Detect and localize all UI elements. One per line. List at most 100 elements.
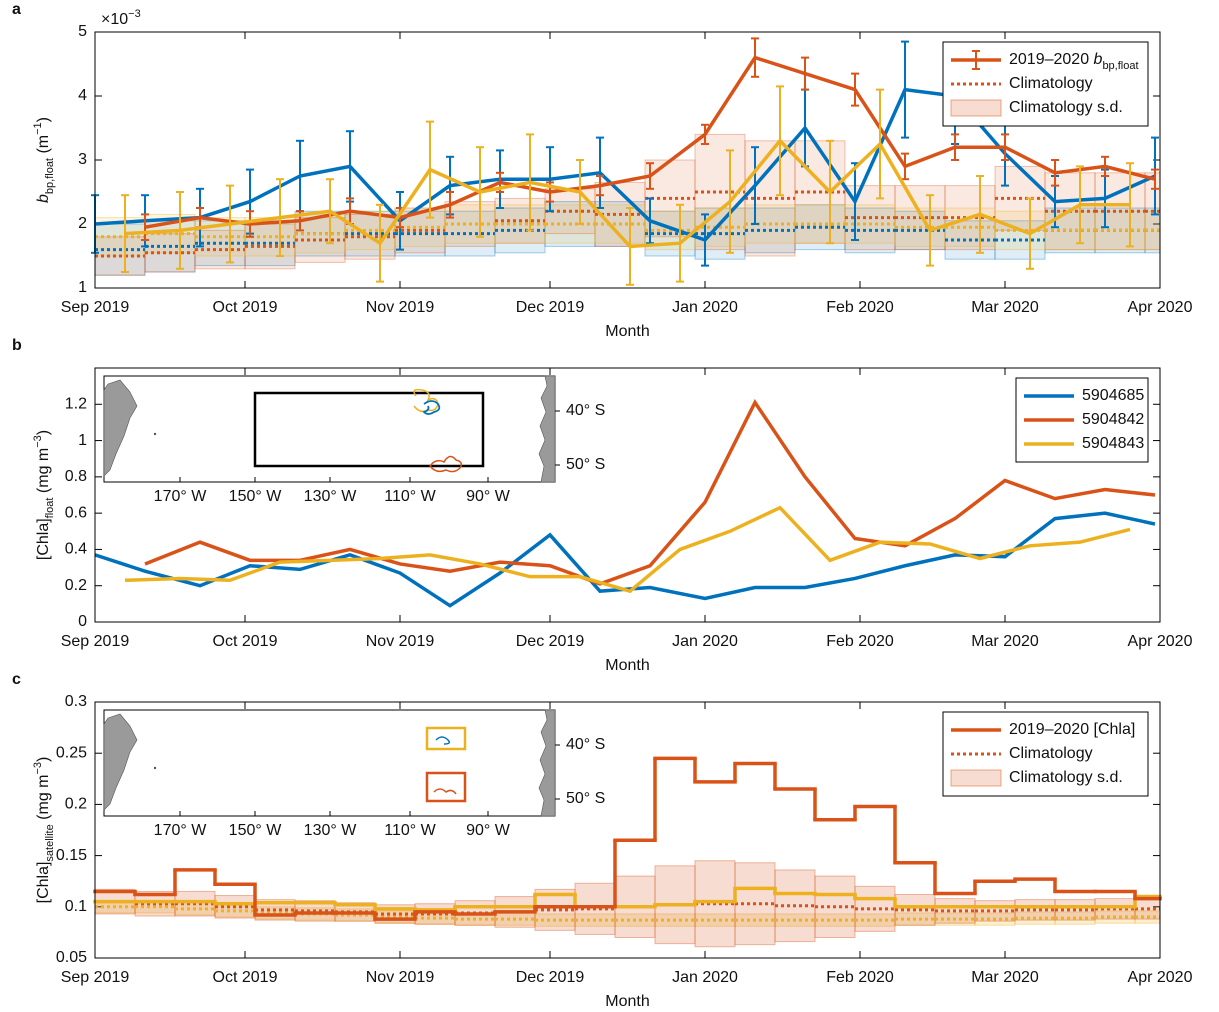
- label-part: b: [1094, 51, 1103, 68]
- x-tick-label: Feb 2020: [826, 299, 894, 316]
- float-track: [433, 788, 457, 795]
- label-part: ): [35, 430, 52, 435]
- land: [538, 375, 556, 483]
- label-part: −3: [32, 762, 44, 775]
- inset-y-label: 50° S: [566, 456, 605, 473]
- y-tick-label: 5: [78, 23, 87, 40]
- x-tick-label: Jan 2020: [672, 633, 738, 650]
- label-part: ×10: [101, 11, 128, 28]
- x-tick-label: Dec 2019: [516, 969, 585, 986]
- plot-frame: [94, 367, 1161, 623]
- inset-x-label: 110° W: [384, 822, 436, 839]
- x-tick-label: Mar 2020: [971, 969, 1039, 986]
- inset-map: 170° W 150° W 130° W 110° W 90° W 40° S 50° S: [103, 375, 605, 505]
- y-axis-title: [Chla]satellite (mg m−3): [32, 757, 56, 904]
- y-tick-label: 0.25: [56, 744, 87, 761]
- x-tick-label: Jan 2020: [672, 299, 738, 316]
- label-part: Climatology: [1009, 745, 1093, 762]
- island: [153, 766, 157, 770]
- legend-label: 5904685: [1082, 387, 1144, 404]
- y-multiplier: ×10−3: [101, 8, 141, 28]
- x-tick-label: Jan 2020: [672, 969, 738, 986]
- label-part: float: [44, 498, 56, 519]
- panel-label: b: [12, 337, 22, 354]
- inset-y-label: 40° S: [566, 402, 605, 419]
- legend-swatch: [950, 769, 1002, 787]
- label-part: ): [35, 117, 52, 122]
- x-tick-label: Apr 2020: [1128, 633, 1193, 650]
- label-part: Climatology: [1009, 75, 1093, 92]
- y-tick-label: 0.1: [65, 898, 87, 915]
- inset-x-label: 110° W: [384, 488, 436, 505]
- inset-y-label: 50° S: [566, 790, 605, 807]
- inset-x-label: 90° W: [466, 822, 511, 839]
- y-tick-label: 1: [78, 432, 87, 449]
- label-part: −3: [32, 435, 44, 448]
- inset-map: 170° W 150° W 130° W 110° W 90° W 40° S 50° S: [103, 709, 605, 839]
- inset-frame: [103, 709, 556, 817]
- panel-label: a: [12, 1, 21, 18]
- legend-label: Climatology s.d.: [1009, 99, 1123, 116]
- y-tick-label: 1.2: [65, 396, 87, 413]
- legend-swatch: [950, 99, 1002, 117]
- label-part: satellite: [44, 824, 56, 861]
- x-tick-label: Apr 2020: [1128, 299, 1193, 316]
- y-tick-label: 3: [78, 151, 87, 168]
- x-tick-label: Feb 2020: [826, 969, 894, 986]
- float-track: [429, 455, 463, 473]
- inset-x-label: 130° W: [304, 822, 358, 839]
- x-tick-label: Nov 2019: [366, 299, 435, 316]
- label-part: −3: [128, 8, 141, 20]
- y-tick-label: 0.8: [65, 468, 87, 485]
- x-axis-title: Month: [605, 323, 649, 340]
- x-tick-label: Sep 2019: [61, 633, 130, 650]
- land: [538, 709, 556, 817]
- x-tick-label: Sep 2019: [61, 969, 130, 986]
- y-tick-label: 1: [78, 279, 87, 296]
- float-track: [422, 400, 441, 415]
- y-tick-label: 0.2: [65, 577, 87, 594]
- legend-label: Climatology s.d.: [1009, 769, 1123, 786]
- y-tick-label: 2: [78, 215, 87, 232]
- y-tick-label: 0.6: [65, 504, 87, 521]
- plot-frame: [94, 31, 1161, 289]
- label-part: (mg m: [35, 775, 52, 825]
- x-tick-label: Apr 2020: [1128, 969, 1193, 986]
- inset-x-label: 90° W: [466, 488, 511, 505]
- y-tick-label: 0.4: [65, 541, 87, 558]
- inset-x-label: 150° W: [229, 488, 283, 505]
- x-tick-label: Oct 2019: [213, 299, 278, 316]
- series-line: [124, 505, 1131, 594]
- x-axis-title: Month: [605, 657, 649, 674]
- x-tick-label: Sep 2019: [61, 299, 130, 316]
- y-tick-label: 0.15: [56, 847, 87, 864]
- label-part: bp,float: [1102, 60, 1138, 72]
- series-line: [124, 138, 1130, 249]
- panel-label: c: [12, 671, 21, 688]
- x-tick-label: Dec 2019: [516, 633, 585, 650]
- label-part: −1: [32, 122, 44, 135]
- x-axis-title: Month: [605, 993, 649, 1010]
- label-part: ): [35, 757, 52, 762]
- legend-label: 2019–2020 bbp,float: [1009, 51, 1139, 72]
- label-part: [Chla]: [35, 518, 52, 560]
- x-tick-label: Mar 2020: [971, 299, 1039, 316]
- plot-frame: [94, 701, 1161, 959]
- series-line: [144, 55, 1156, 229]
- region-box: [253, 391, 485, 468]
- label-part: [Chla]: [35, 862, 52, 904]
- y-tick-label: 4: [78, 87, 87, 104]
- inset-x-label: 150° W: [229, 822, 283, 839]
- label-part: (mg m: [35, 448, 52, 498]
- x-tick-label: Nov 2019: [366, 633, 435, 650]
- legend-label: 5904842: [1082, 411, 1144, 428]
- y-tick-label: 0: [78, 613, 87, 630]
- legend-label: 2019–2020 [Chla]: [1009, 721, 1135, 738]
- y-tick-label: 0.2: [65, 796, 87, 813]
- label-part: (m: [35, 135, 52, 158]
- y-tick-label: 0.3: [65, 693, 87, 710]
- legend-label: 5904843: [1082, 435, 1144, 452]
- land: [103, 713, 138, 811]
- land: [103, 379, 138, 477]
